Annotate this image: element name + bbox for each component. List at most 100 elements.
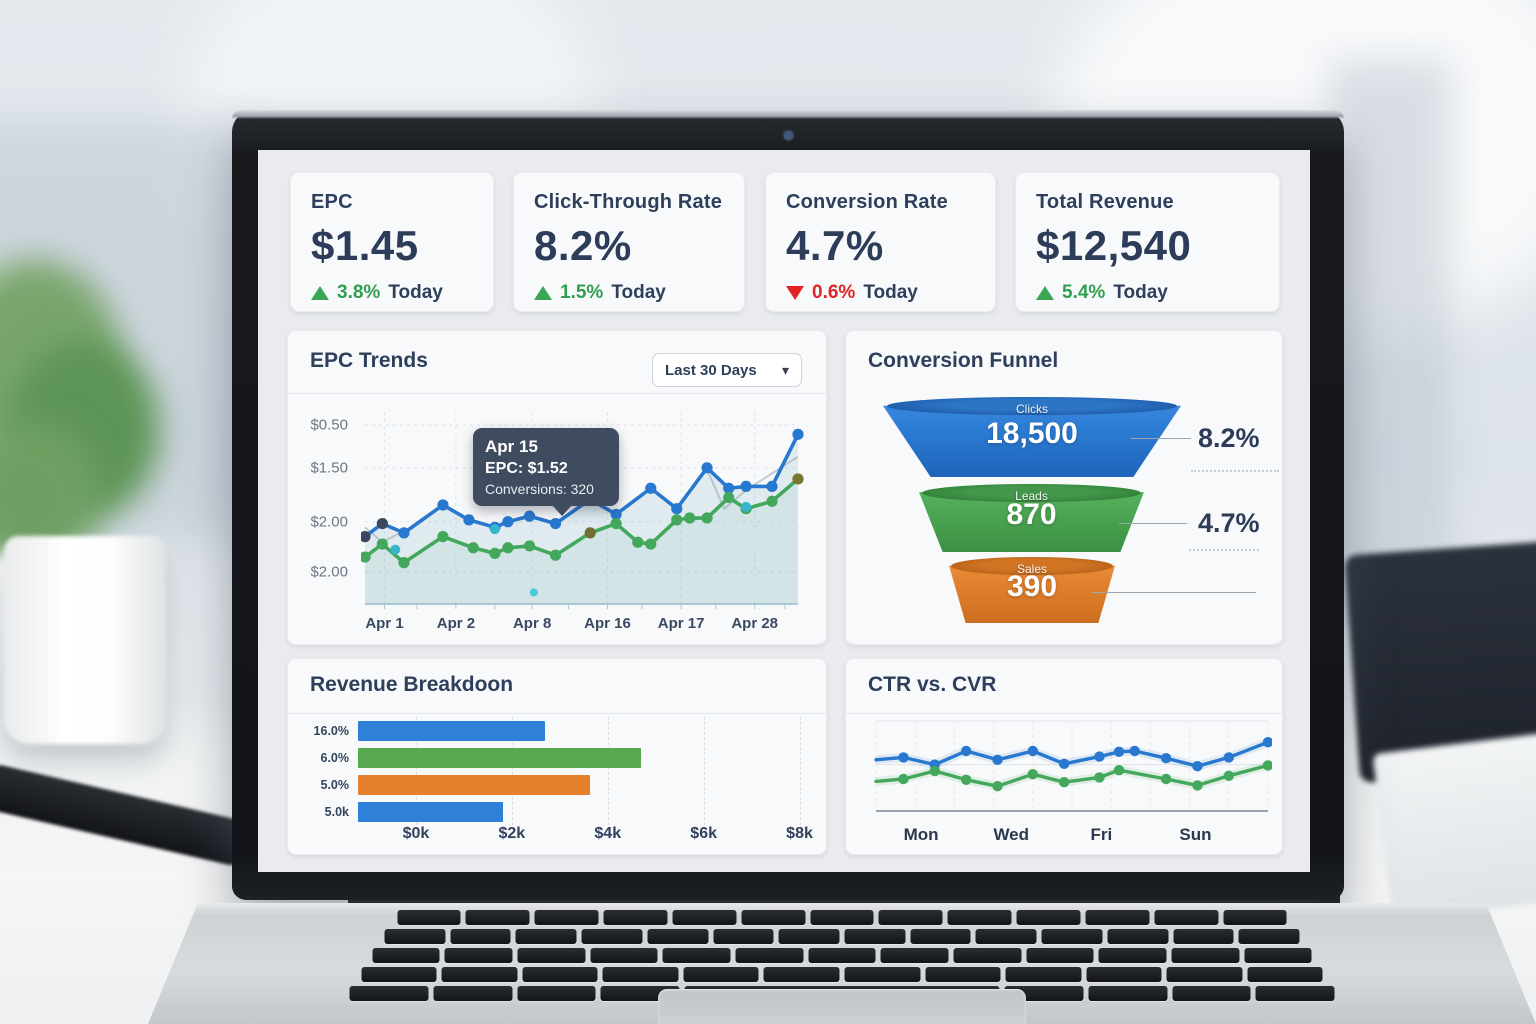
divider <box>846 713 1282 714</box>
kpi-title: Total Revenue <box>1036 191 1174 213</box>
funnel-rate-leads: 4.7% <box>1198 508 1260 538</box>
kpi-card-epc: EPC $1.45 3.8% Today <box>290 172 494 312</box>
arrow-up-icon <box>534 286 552 300</box>
kpi-value: $12,540 <box>1036 222 1192 269</box>
x-tick-label: Apr 16 <box>584 615 631 632</box>
x-tick-label: Mon <box>903 825 939 844</box>
x-tick-label: $6k <box>690 825 717 842</box>
arrow-up-icon <box>311 286 329 300</box>
section-title: Revenue Breakdoon <box>310 673 514 696</box>
laptop-body <box>148 903 1536 1024</box>
revenue-bar <box>358 721 546 741</box>
funnel-face <box>883 405 1181 477</box>
kpi-card-ctr: Click-Through Rate 8.2% 1.5% Today <box>513 172 745 312</box>
x-tick-label: Fri <box>1090 825 1113 844</box>
coffee-mug <box>4 536 166 744</box>
background-shadow <box>1330 60 1450 620</box>
arrow-up-icon <box>1036 286 1054 300</box>
arrow-down-icon <box>786 286 804 300</box>
ctr-cvr-card: CTR vs. CVR Mon Wed Fri Sun <box>845 658 1283 855</box>
y-tick-label: $0.50 <box>310 416 348 434</box>
conversion-funnel-card: Conversion Funnel Clicks 18,500 Leads 87… <box>845 330 1283 645</box>
chart-tooltip: Apr 15 EPC: $1.52 Conversions: 320 <box>473 428 619 516</box>
funnel-leader-line <box>1091 592 1256 593</box>
x-tick-label: $4k <box>594 825 622 842</box>
funnel-leader-line <box>1119 523 1187 524</box>
revenue-bar <box>358 748 642 768</box>
date-range-value: Last 30 Days <box>665 361 757 379</box>
section-title: EPC Trends <box>310 349 428 372</box>
funnel-stage-leads: Leads 870 <box>919 484 1144 552</box>
dotted-line <box>1191 470 1279 472</box>
revenue-row-label: 5.0% <box>320 778 350 792</box>
x-tick-label: $2k <box>498 825 526 842</box>
revenue-row: 6.0% <box>308 748 804 768</box>
funnel-stage-value: 390 <box>1006 570 1058 604</box>
kpi-value: $1.45 <box>311 222 419 269</box>
funnel-rate-clicks: 8.2% <box>1198 423 1260 453</box>
funnel-stage-value: 870 <box>1006 498 1057 532</box>
dotted-line <box>1189 549 1259 551</box>
divider <box>288 713 826 714</box>
kpi-delta-period: Today <box>388 282 443 303</box>
kpi-value: 8.2% <box>534 222 632 269</box>
x-tick-label: Apr 1 <box>365 615 404 632</box>
laptop-keyboard <box>349 910 1335 1001</box>
x-tick-label: Apr 28 <box>731 615 779 632</box>
kpi-delta-value: 0.6% <box>812 282 856 303</box>
revenue-bars: 16.0% 6.0% 5.0% 5.0k <box>308 721 804 829</box>
revenue-x-axis: $0k $2k $4k $6k $8k <box>358 825 813 845</box>
funnel-rim <box>922 484 1141 502</box>
section-title: CTR vs. CVR <box>868 673 997 696</box>
lid-edge <box>232 110 1344 119</box>
divider <box>288 393 826 394</box>
tooltip-conversions: Conversions: 320 <box>485 481 594 497</box>
kpi-title: Click-Through Rate <box>534 191 723 213</box>
revenue-bar <box>358 802 503 822</box>
x-tick-label: $0k <box>402 825 430 842</box>
kpi-delta-period: Today <box>1113 282 1168 303</box>
revenue-row-label: 5.0k <box>324 805 349 819</box>
funnel-stage-label: Sales <box>1016 562 1048 576</box>
x-tick-label: Wed <box>993 825 1030 844</box>
revenue-row-label: 16.0% <box>313 724 349 738</box>
y-tick-label: $1.50 <box>310 459 348 477</box>
kpi-title: EPC <box>311 191 353 213</box>
kpi-card-revenue: Total Revenue $12,540 5.4% Today <box>1015 172 1280 312</box>
revenue-row: 5.0% <box>308 775 804 795</box>
tooltip-epc: EPC: $1.52 <box>485 460 568 477</box>
funnel-stage-clicks: Clicks 18,500 <box>883 397 1181 477</box>
ctr-cvr-chart <box>874 720 1272 812</box>
kpi-delta-period: Today <box>863 282 918 303</box>
revenue-row-label: 6.0% <box>320 751 350 765</box>
section-title: Conversion Funnel <box>868 349 1059 372</box>
x-tick-label: Apr 8 <box>512 615 552 632</box>
chevron-down-icon: ▾ <box>781 361 789 378</box>
epc-trends-card: EPC Trends Last 30 Days ▾ Apr 15 EPC: $1… <box>287 330 827 645</box>
kpi-card-cvr: Conversion Rate 4.7% 0.6% Today <box>765 172 996 312</box>
revenue-row: 5.0k <box>308 802 804 822</box>
x-tick-label: Sun <box>1179 825 1212 844</box>
kpi-delta-period: Today <box>611 282 666 303</box>
kpi-delta-value: 3.8% <box>337 282 381 303</box>
tooltip-date: Apr 15 <box>485 437 538 456</box>
revenue-row: 16.0% <box>308 721 804 741</box>
webcam-icon <box>784 131 793 140</box>
revenue-breakdown-card: Revenue Breakdoon 16.0% 6.0% 5.0% 5.0k $0k $… <box>287 658 827 855</box>
funnel-face <box>949 565 1115 623</box>
x-tick-label: Apr 2 <box>436 615 476 632</box>
funnel-stage-sales: Sales 390 <box>949 557 1115 623</box>
funnel-rim <box>887 397 1177 415</box>
kpi-delta-value: 1.5% <box>560 282 604 303</box>
x-tick-label: Apr 17 <box>657 615 705 632</box>
kpi-value: 4.7% <box>786 222 884 269</box>
kpi-delta-value: 5.4% <box>1062 282 1106 303</box>
kpi-title: Conversion Rate <box>786 191 948 213</box>
x-tick-label: $8k <box>786 825 813 842</box>
funnel-stage-label: Leads <box>1015 489 1048 503</box>
y-tick-label: $2.00 <box>310 563 348 581</box>
date-range-dropdown[interactable]: Last 30 Days ▾ <box>652 353 802 387</box>
dashboard-screen: EPC $1.45 3.8% Today Click-Through Rate … <box>258 150 1310 872</box>
paper-stack <box>1372 731 1536 921</box>
